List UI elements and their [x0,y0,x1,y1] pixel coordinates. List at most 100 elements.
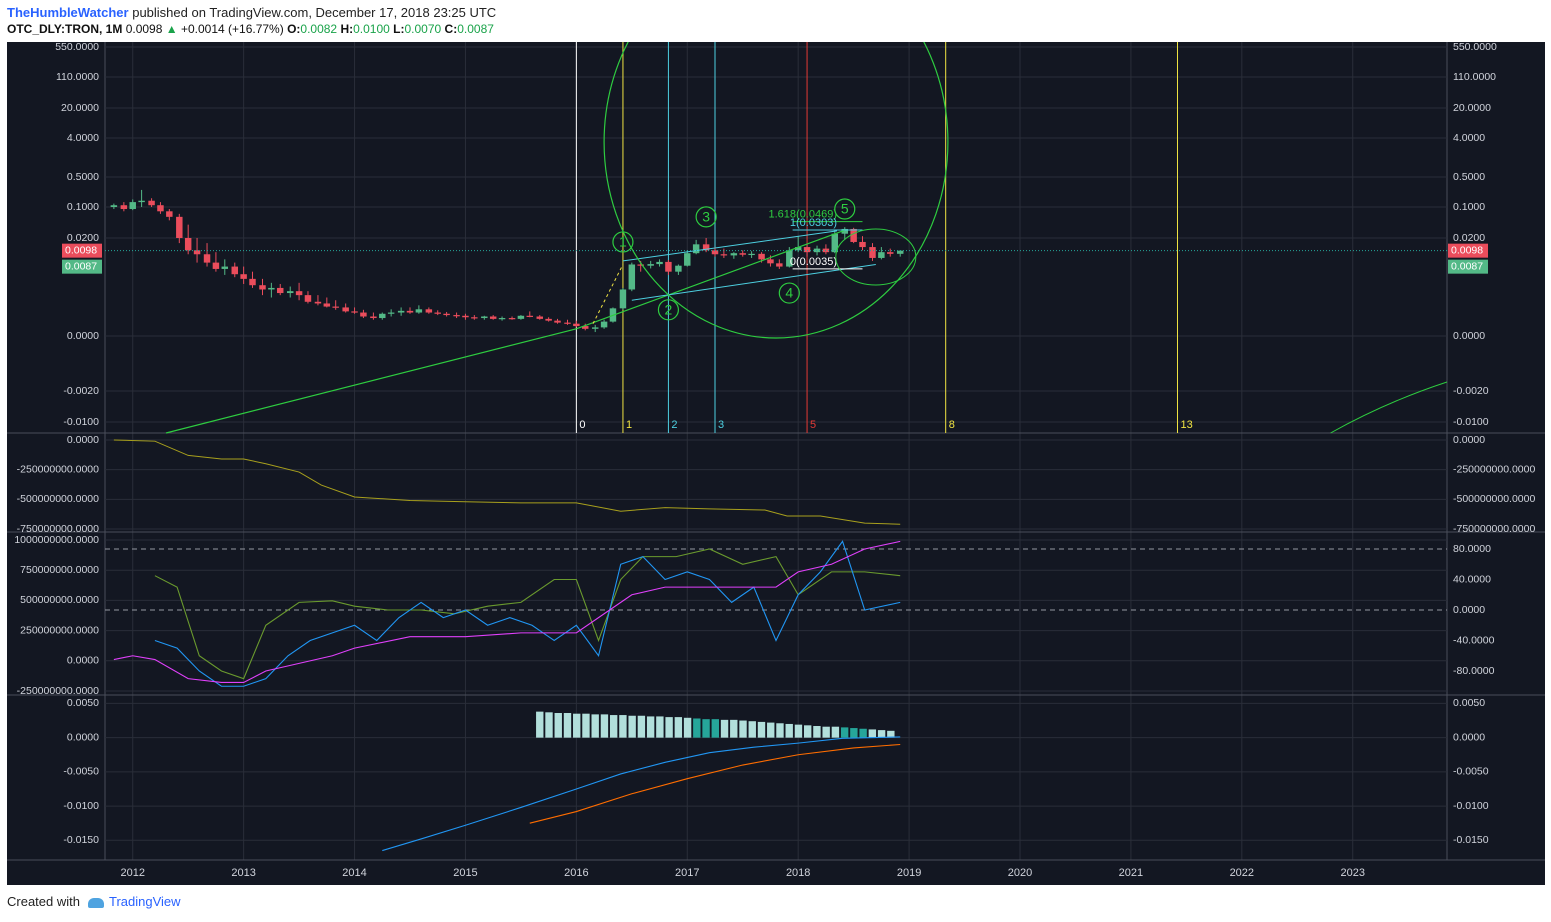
osc-y-tick-left: 1000000000.0000 [14,534,99,546]
wave-label: 1 [619,234,627,250]
price-y-tick-right: 4.0000 [1453,132,1485,144]
macd-y-tick-right: 0.0000 [1453,731,1485,743]
obv-y-tick-left: 0.0000 [67,434,99,446]
candle-body [582,326,589,329]
candle-body [176,216,183,238]
low-value: 0.0070 [404,22,442,36]
x-tick-label: 2018 [786,867,810,879]
macd-histogram-bar [646,716,655,738]
candle-body [730,253,738,256]
osc-y-tick-right: -80.0000 [1453,665,1495,677]
fib-circle-small [835,228,917,286]
wave-label-circle [657,299,680,321]
candle-body [268,287,275,290]
publish-info: published on TradingView.com, December 1… [132,5,497,20]
candle-body [342,307,349,312]
candle-body [249,278,256,286]
macd-histogram-bar [674,717,683,738]
price-y-tick-left: 550.0000 [55,42,99,53]
candle-body [120,205,128,210]
last-price: 0.0098 [125,22,163,36]
osc-y-tick-left: 500000000.0000 [20,594,99,606]
macd-histogram-bar [813,726,821,738]
osc-y-tick-left: 0.0000 [67,655,99,667]
price-y-tick-left: 20.0000 [61,102,99,114]
chart-svg[interactable]: 2012 2013 2014 2015 2016 2017 2018 2019 2020 2021… [7,0,1545,885]
candle-body [295,291,303,296]
macd-histogram-bar [545,712,553,738]
high-label: H: [340,22,354,36]
fib-time-zone-label: 2 [671,419,677,431]
candle-body [869,247,876,258]
macd-histogram-bar [803,725,812,738]
osc-y-tick-left: 750000000.0000 [20,564,99,576]
candle-body [443,313,450,316]
x-tick-label: 2012 [120,867,144,879]
candle-body [647,264,654,266]
obv-line [113,439,901,525]
candle-body [692,244,700,254]
chart-area[interactable]: 2012 2013 2014 2015 2016 2017 2018 2019 2020 2021… [7,0,1545,885]
macd-histogram-bar [887,730,895,738]
open-value: 0.0082 [300,22,338,36]
macd-histogram-bar [600,714,609,738]
candle-body [498,318,506,320]
macd-y-tick-right: 0.0050 [1453,697,1485,709]
last-price-badge-left: 0.0098 [65,244,97,256]
candle-body [591,327,599,329]
candle-body [184,238,192,251]
candle-body [573,323,580,327]
candle-body [304,295,312,302]
candle-body [841,228,848,234]
candle-body [212,262,220,269]
candle-body [786,250,793,267]
candle-body [370,316,377,319]
price-badge-right-close-bg [1448,259,1488,274]
fib-circle [603,0,949,339]
macd-y-tick-right: -0.0050 [1453,766,1489,778]
candle-body [526,315,534,317]
macd-histogram-bar [573,713,581,738]
macd-histogram-bar [785,723,793,738]
x-tick-label: 2020 [1008,867,1032,879]
macd-y-tick-left: 0.0050 [67,697,99,709]
candle-body [481,316,488,319]
candle-body [887,252,894,254]
close-price-badge-right: 0.0087 [1451,260,1483,272]
candle-body [397,310,405,313]
author-link[interactable]: TheHumbleWatcher [7,5,129,20]
candle-body [166,211,173,217]
macd-y-tick-left: -0.0050 [63,766,99,778]
candle-body [277,287,284,294]
macd-histogram-bar [767,722,775,738]
osc-y-tick-left: -250000000.0000 [17,685,99,697]
wave-label: 4 [785,285,793,301]
osc-y-tick-left: 250000000.0000 [20,624,99,636]
rsi-line [154,540,901,687]
osc-y-tick-right: 40.0000 [1453,573,1491,585]
candle-body [157,205,164,212]
macd-histogram-bar [591,714,599,738]
tradingview-link[interactable]: TradingView [109,894,181,909]
macd-histogram-bar [831,726,840,738]
price-y-tick-right: 20.0000 [1453,102,1491,114]
candle-body [878,252,885,258]
price-badge-left-close-bg [62,259,102,274]
macd-histogram-bar [757,721,766,738]
obv-y-tick-right: -500000000.0000 [1453,493,1535,505]
osc-y-tick-right: 80.0000 [1453,543,1491,555]
macd-histogram-bar [859,728,867,738]
macd-signal-line [529,743,901,824]
macd-histogram-bar [711,719,719,738]
macd-histogram-bar [776,723,784,738]
macd-histogram-bar [563,713,572,738]
price-y-tick-left: 110.0000 [56,71,99,83]
wave-label-circle [612,231,634,253]
price-y-tick-left: 0.0000 [67,330,99,342]
candle-body [896,250,904,254]
macd-histogram-bar [693,718,701,738]
channel-lower [631,263,876,301]
stoch-k-line [154,548,901,680]
fib-level-label: 1(0.0303) [790,217,837,229]
candle-body [684,253,691,266]
